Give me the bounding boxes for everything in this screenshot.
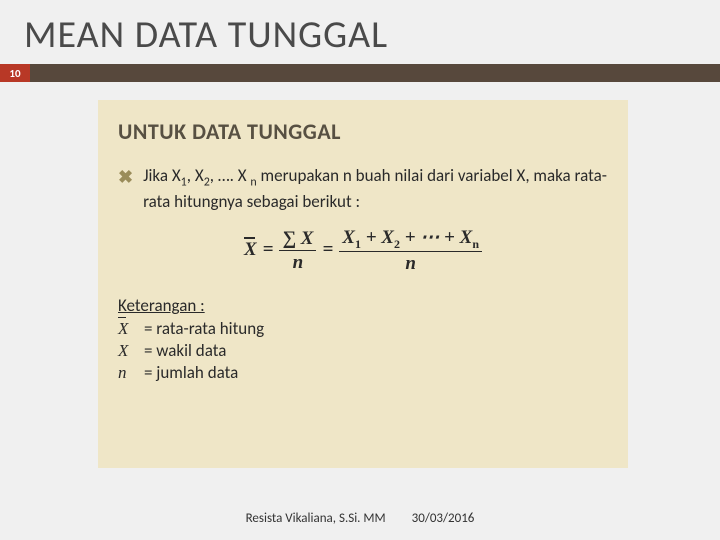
x1p: X xyxy=(342,227,355,248)
content-panel: UNTUK DATA TUNGGAL ✖ Jika X1, X2, …. X n… xyxy=(98,100,628,468)
xns: n xyxy=(472,236,479,250)
keterangan-title: Keterangan : xyxy=(118,295,608,316)
equals-2: = xyxy=(322,239,333,261)
ket-r1-text: = rata-rata hitung xyxy=(144,318,264,339)
keterangan-row-3: n = jumlah data xyxy=(118,362,608,383)
x2p: X xyxy=(381,227,394,248)
equals-1: = xyxy=(263,239,274,261)
fraction-1: ∑ X n xyxy=(279,229,316,272)
ket-x: X xyxy=(118,341,138,361)
ket-r3-text: = jumlah data xyxy=(144,362,238,383)
keterangan-block: Keterangan : X = rata-rata hitung X = wa… xyxy=(118,295,608,383)
footer-date: 30/03/2016 xyxy=(412,511,475,526)
page-number-badge: 10 xyxy=(0,64,30,82)
ket-n: n xyxy=(118,363,138,383)
footer: Resista Vikaliana, S.Si. MM 30/03/2016 xyxy=(0,511,720,526)
p1: + xyxy=(361,227,381,248)
t1: Jika X xyxy=(143,165,181,186)
divider: 10 xyxy=(0,64,720,82)
keterangan-row-1: X = rata-rata hitung xyxy=(118,318,608,339)
frac1-num: ∑ X xyxy=(279,229,316,251)
panel-subtitle: UNTUK DATA TUNGGAL xyxy=(118,118,608,145)
footer-author: Resista Vikaliana, S.Si. MM xyxy=(246,511,386,526)
t3: , …. X xyxy=(210,165,251,186)
ket-xbar: X xyxy=(118,319,128,339)
bullet-item: ✖ Jika X1, X2, …. X n merupakan n buah n… xyxy=(118,165,608,214)
bullet-icon: ✖ xyxy=(118,167,133,189)
formula: X = ∑ X n = X1 + X2 + ⋯ + Xn n xyxy=(118,228,608,274)
keterangan-row-2: X = wakil data xyxy=(118,340,608,361)
xnp: X xyxy=(460,227,473,248)
frac2-den: n xyxy=(402,252,419,273)
page-title: MEAN DATA TUNGGAL xyxy=(0,0,720,64)
fraction-2: X1 + X2 + ⋯ + Xn n xyxy=(339,228,482,274)
dots: + ⋯ + xyxy=(400,227,460,248)
frac2-num: X1 + X2 + ⋯ + Xn xyxy=(339,228,482,253)
bullet-text: Jika X1, X2, …. X n merupakan n buah nil… xyxy=(143,165,608,214)
xbar-lhs: X xyxy=(244,239,257,261)
divider-bar xyxy=(30,64,720,82)
frac1-den: n xyxy=(290,251,307,272)
ket-r2-text: = wakil data xyxy=(144,340,226,361)
t2: , X xyxy=(187,165,204,186)
